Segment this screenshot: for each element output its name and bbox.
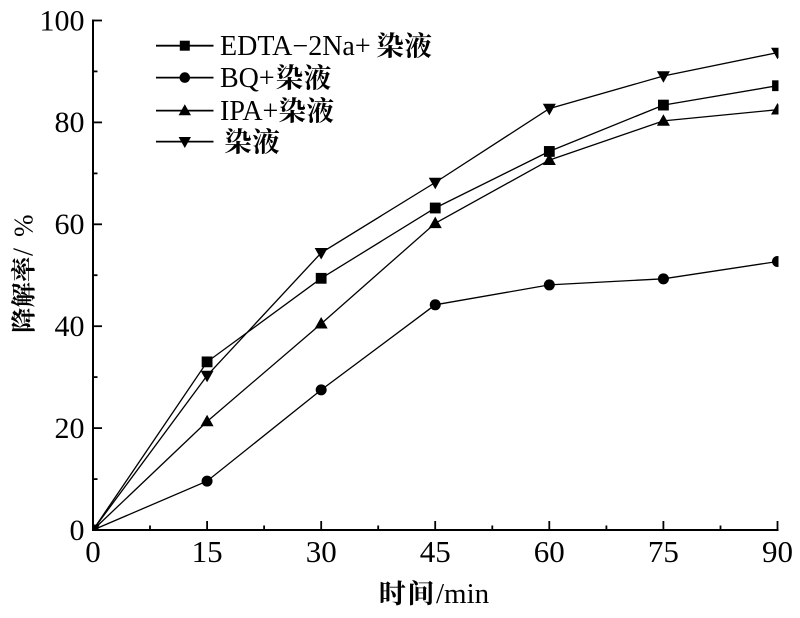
svg-text:40: 40 (55, 310, 85, 343)
svg-text:30: 30 (306, 534, 337, 569)
svg-text:0: 0 (85, 534, 101, 569)
svg-text:100: 100 (40, 4, 85, 37)
svg-text:IPA+: IPA+ (220, 96, 278, 127)
svg-text:%: % (9, 215, 39, 238)
svg-text:45: 45 (420, 534, 451, 569)
svg-text:90: 90 (762, 534, 793, 569)
svg-text:60: 60 (55, 208, 85, 241)
svg-text:75: 75 (648, 534, 679, 569)
svg-text:EDTA−2Na+: EDTA−2Na+ (220, 31, 371, 62)
svg-text:80: 80 (55, 106, 85, 139)
svg-text:15: 15 (192, 534, 223, 569)
svg-text:BQ+: BQ+ (220, 63, 275, 94)
svg-text:60: 60 (534, 534, 565, 569)
svg-text:20: 20 (55, 412, 85, 445)
svg-text:0: 0 (70, 514, 85, 547)
svg-text:/min: /min (436, 578, 490, 610)
svg-text:/: / (8, 247, 40, 256)
